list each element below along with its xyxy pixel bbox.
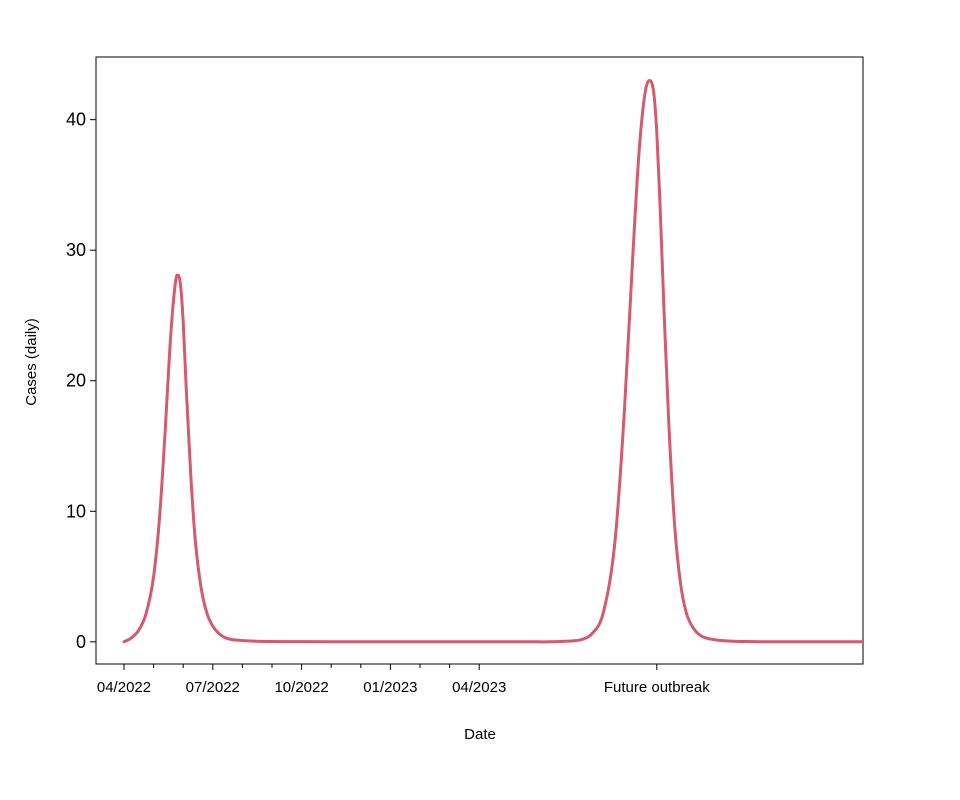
- plot-frame: [95, 56, 864, 665]
- series-line: [122, 79, 863, 644]
- y-tick-label: 10: [66, 501, 86, 521]
- y-tick-label: 30: [66, 240, 86, 260]
- x-tick-label: 07/2022: [186, 679, 240, 696]
- x-axis-label: Date: [464, 726, 496, 743]
- x-tick-label: Future outbreak: [604, 679, 710, 696]
- x-minor-ticks: [153, 664, 451, 668]
- y-axis: 0 10 20 30 40: [66, 110, 96, 652]
- x-tick-label: 04/2022: [97, 679, 151, 696]
- y-axis-label: Cases (daily): [23, 318, 40, 406]
- y-tick-label: 0: [76, 632, 86, 652]
- y-tick-label: 20: [66, 371, 86, 391]
- x-tick-label: 04/2023: [452, 679, 506, 696]
- x-tick-label: 01/2023: [363, 679, 417, 696]
- series-group: [122, 79, 863, 644]
- x-axis: 04/2022 07/2022 10/2022 01/2023 04/2023 Futur…: [97, 664, 710, 696]
- y-tick-label: 40: [66, 110, 86, 130]
- x-tick-label: 10/2022: [274, 679, 328, 696]
